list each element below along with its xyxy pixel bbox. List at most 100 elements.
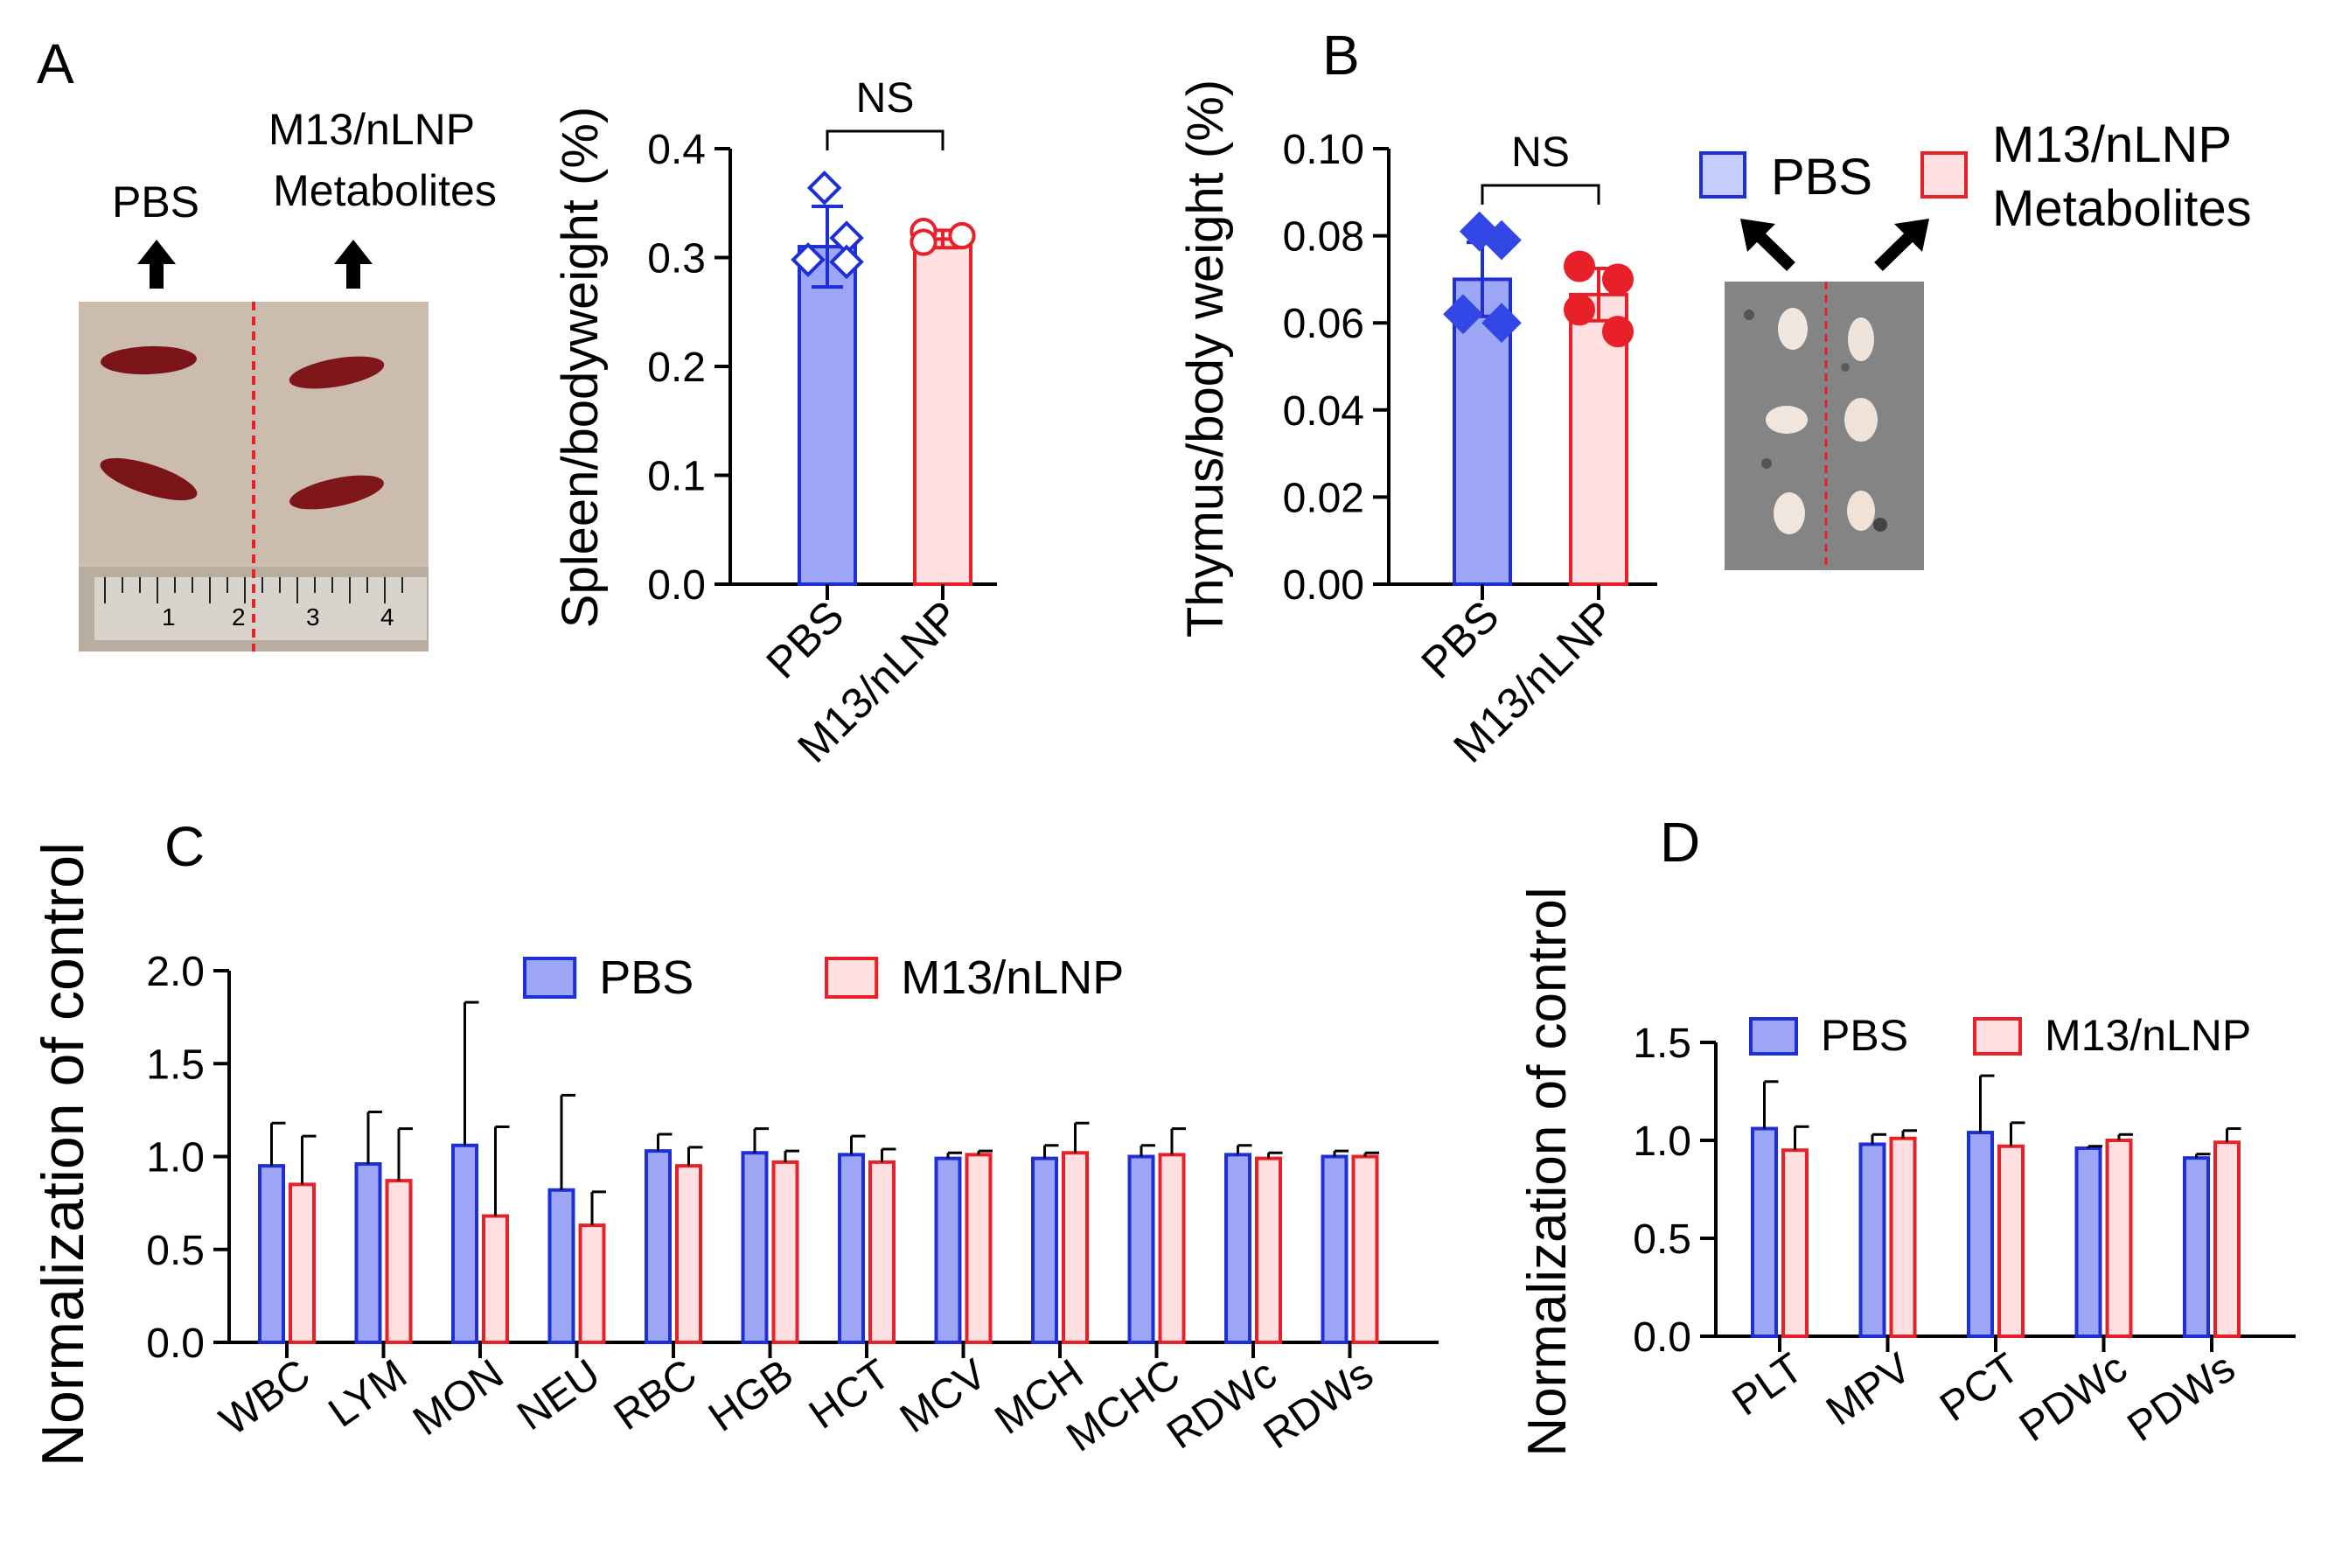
bar-pbs	[2183, 1156, 2210, 1339]
bar-m13-nlnp	[1889, 1136, 1917, 1339]
legend-label: M13/nLNP	[2045, 1011, 2251, 1060]
y-tick-label: 0.2	[647, 345, 706, 391]
y-axis-title: Spleen/bodyweight (%)	[552, 107, 609, 628]
y-tick-label: 0.0	[1633, 1314, 1691, 1361]
y-tick-label: 0.5	[1633, 1216, 1691, 1263]
ruler-tick-2: 2	[232, 603, 246, 631]
data-point	[806, 170, 842, 206]
significance-label: NS	[856, 75, 915, 122]
y-tick-label: 0.4	[647, 127, 706, 173]
legend-label: M13/nLNP	[901, 951, 1124, 1004]
y-tick-label: 0.3	[647, 236, 706, 282]
data-point	[1481, 220, 1522, 261]
bar-m13-nlnp	[771, 1160, 799, 1344]
x-tick-label: HCT	[801, 1351, 898, 1439]
x-tick-label: PDWs	[2120, 1345, 2244, 1451]
y-tick-label: 2.0	[146, 949, 205, 995]
bar-pbs	[354, 1162, 382, 1344]
data-point	[1443, 294, 1483, 335]
bar-m13-nlnp	[578, 1223, 606, 1344]
bar-m13-nlnp	[1255, 1156, 1282, 1344]
significance-label: NS	[1511, 129, 1570, 176]
thymus-photo	[1725, 282, 1924, 570]
y-tick-label: 0.06	[1283, 301, 1364, 347]
ruler-tick-4: 4	[380, 603, 394, 631]
photo-label-pbs: PBS	[112, 178, 199, 226]
x-tick-label: PBS	[756, 591, 853, 687]
data-point	[1564, 250, 1595, 282]
bar-pbs	[1031, 1156, 1058, 1344]
platelet-chart: 0.0 0.5 1.0 1.5 Normalization of control PLT M…	[1517, 887, 2296, 1457]
x-tick-label: PLT	[1725, 1345, 1812, 1425]
bar-pbs	[1967, 1131, 1994, 1339]
bar-pbs	[258, 1164, 285, 1344]
bar-pbs	[1321, 1154, 1349, 1344]
legend-label-m13: M13/nLNP	[1992, 116, 2232, 173]
bar-m13-nlnp	[965, 1153, 993, 1344]
panel-b: B 0.00 0.02 0.04 0.06 0.08 0.10 Thymus/body we…	[1177, 24, 2252, 772]
bar-m13-nlnp	[1781, 1148, 1809, 1338]
bar-pbs	[798, 245, 857, 586]
blood-chart: 0.0 0.5 1.0 1.5 2.0 Normalization of control W…	[30, 842, 1439, 1467]
panel-d: D 0.0 0.5 1.0 1.5 Normalization of control PL…	[1517, 811, 2296, 1457]
legend-swatch	[523, 957, 577, 999]
panel-d-letter: D	[1660, 811, 1700, 874]
legend-swatch	[1973, 1017, 2022, 1056]
y-tick-label: 1.0	[1633, 1119, 1691, 1165]
panel-c: C 0.0 0.5 1.0 1.5 2.0 Normalization of contro…	[30, 815, 1439, 1467]
y-tick-label: 0.0	[146, 1321, 205, 1367]
legend-label: PBS	[1821, 1011, 1908, 1060]
y-tick-label: 1.0	[146, 1135, 205, 1181]
x-tick-label: WBC	[212, 1351, 318, 1446]
data-point	[1602, 263, 1634, 296]
bar-m13-nlnp	[868, 1160, 896, 1344]
y-tick-label: 1.5	[1633, 1021, 1691, 1067]
panel-a: A PBS M13/nLNP Metabolites	[37, 32, 997, 772]
bar-pbs	[2074, 1146, 2102, 1338]
panel-b-letter: B	[1322, 24, 1360, 87]
data-point	[1481, 303, 1522, 344]
bar-pbs	[934, 1156, 962, 1344]
y-axis-title: Normalization of control	[1517, 887, 1578, 1456]
arrow-up-right-icon	[1874, 219, 1929, 272]
x-tick-label: RBC	[606, 1351, 705, 1440]
data-point	[829, 244, 864, 280]
bar-m13-nlnp	[289, 1182, 316, 1344]
panel-c-letter: C	[164, 815, 205, 878]
photo-label-m13: M13/nLNP	[268, 105, 475, 154]
x-tick-label: MCV	[892, 1351, 995, 1443]
bar-pbs	[1127, 1154, 1155, 1344]
x-tick-label: MCHC	[1058, 1351, 1188, 1461]
x-tick-label: RDWc	[1159, 1351, 1285, 1459]
thymus-chart: 0.00 0.02 0.04 0.06 0.08 0.10 Thymus/body weig…	[1177, 80, 1657, 772]
bar-m13-nlnp	[2213, 1140, 2241, 1338]
legend-swatch-pbs	[1699, 151, 1746, 199]
bar-m13-nlnp	[913, 237, 972, 586]
y-tick-label: 0.00	[1283, 562, 1364, 609]
y-axis-title: Normalization of control	[30, 842, 96, 1467]
data-point	[1602, 316, 1634, 348]
data-point	[910, 228, 937, 256]
bar-m13-nlnp	[1351, 1154, 1379, 1344]
arrow-up-icon	[334, 240, 373, 289]
significance-bracket	[1481, 184, 1600, 205]
y-tick-label: 0.02	[1283, 475, 1364, 521]
photo-label-metabolites: Metabolites	[273, 166, 497, 215]
x-tick-label: MON	[405, 1351, 512, 1446]
significance-bracket	[826, 129, 944, 150]
legend-label-pbs: PBS	[1771, 149, 1872, 206]
x-tick-label: PCT	[1932, 1345, 2027, 1431]
bar-pbs	[1224, 1153, 1251, 1344]
x-tick-label: NEU	[509, 1351, 608, 1440]
bar-pbs	[741, 1151, 769, 1344]
bar-m13-nlnp	[385, 1179, 413, 1344]
y-axis-title: Thymus/body weight (%)	[1177, 80, 1234, 638]
bar-m13-nlnp	[1158, 1153, 1186, 1344]
x-tick-label: PBS	[1411, 591, 1508, 687]
ruler-tick-1: 1	[162, 603, 176, 631]
bar-m13-nlnp	[482, 1214, 509, 1344]
bar-m13-nlnp	[1997, 1144, 2025, 1338]
legend-swatch	[825, 957, 879, 999]
bar-pbs	[451, 1143, 478, 1344]
